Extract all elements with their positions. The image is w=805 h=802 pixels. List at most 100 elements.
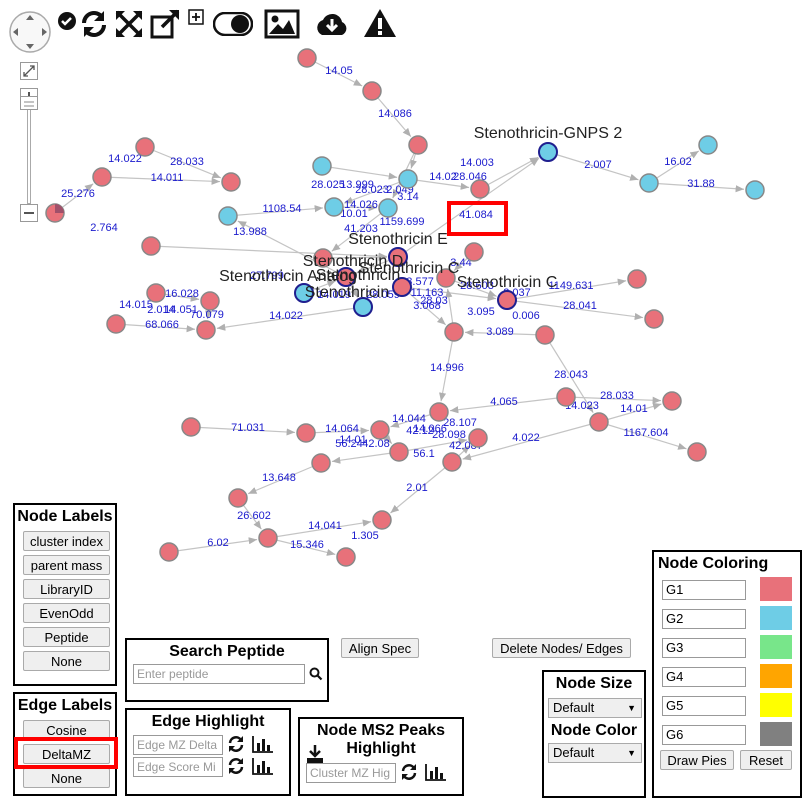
- graph-edge[interactable]: [267, 537, 336, 556]
- graph-node[interactable]: [221, 172, 241, 192]
- graph-node[interactable]: [313, 248, 333, 268]
- ms2-chart-icon[interactable]: [425, 763, 447, 781]
- node-label-parent-mass-button[interactable]: parent mass: [23, 555, 110, 575]
- graph-node[interactable]: [296, 423, 316, 443]
- graph-node[interactable]: [311, 453, 331, 473]
- group-g3-input[interactable]: G3: [662, 638, 746, 658]
- library-node[interactable]: [294, 283, 314, 303]
- node-label-libraryid-button[interactable]: LibraryID: [23, 579, 110, 599]
- align-spec-button[interactable]: Align Spec: [341, 638, 419, 658]
- graph-edge[interactable]: [321, 165, 398, 180]
- graph-edge[interactable]: [144, 146, 222, 179]
- graph-node[interactable]: [662, 391, 682, 411]
- graph-edge[interactable]: [331, 207, 389, 252]
- graph-edge[interactable]: [598, 421, 687, 450]
- graph-node[interactable]: [468, 428, 488, 448]
- graph-edge[interactable]: [547, 151, 639, 181]
- graph-node[interactable]: [218, 206, 238, 226]
- graph-edge[interactable]: [506, 278, 627, 301]
- graph-node[interactable]: [258, 528, 278, 548]
- graph-edge[interactable]: [565, 396, 662, 404]
- graph-edge[interactable]: [344, 178, 409, 204]
- graph-edge[interactable]: [598, 402, 662, 423]
- graph-node[interactable]: [464, 242, 484, 262]
- graph-node[interactable]: [336, 547, 356, 567]
- delete-nodes-edges-button[interactable]: Delete Nodes/ Edges: [492, 638, 631, 658]
- toggle-icon[interactable]: [212, 11, 254, 37]
- graph-edge[interactable]: [168, 537, 258, 553]
- edge-score-min-input[interactable]: Edge Score Mi: [133, 757, 223, 777]
- draw-pies-button[interactable]: Draw Pies: [660, 750, 734, 770]
- graph-node[interactable]: [429, 402, 449, 422]
- graph-node[interactable]: [159, 542, 179, 562]
- graph-edge[interactable]: [462, 421, 600, 461]
- ms2-refresh-icon[interactable]: [400, 763, 418, 781]
- graph-edge[interactable]: [407, 178, 470, 190]
- download-icon[interactable]: [306, 744, 324, 764]
- graph-node[interactable]: [312, 156, 332, 176]
- group-g6-input[interactable]: G6: [662, 725, 746, 745]
- graph-edge[interactable]: [115, 323, 196, 333]
- graph-node[interactable]: [444, 322, 464, 342]
- graph-edge[interactable]: [331, 451, 400, 464]
- graph-node[interactable]: [470, 179, 490, 199]
- graph-node[interactable]: [627, 269, 647, 289]
- graph-edge[interactable]: [227, 205, 324, 217]
- graph-node[interactable]: [644, 309, 664, 329]
- node-color-select[interactable]: Default ▼: [548, 743, 642, 763]
- graph-node[interactable]: [362, 81, 382, 101]
- graph-edge[interactable]: [648, 150, 700, 184]
- graph-edge[interactable]: [190, 426, 296, 436]
- graph-edge[interactable]: [305, 427, 370, 435]
- graph-node[interactable]: [370, 420, 390, 440]
- library-node[interactable]: [336, 267, 356, 287]
- edge-score-chart-icon[interactable]: [252, 757, 274, 775]
- node-label-evenodd-button[interactable]: EvenOdd: [23, 603, 110, 623]
- peptide-search-input[interactable]: Enter peptide: [133, 664, 305, 684]
- group-g6-color[interactable]: [760, 722, 792, 746]
- group-g1-color[interactable]: [760, 577, 792, 601]
- edge-label-deltamz-button[interactable]: DeltaMZ: [23, 744, 110, 764]
- graph-edge[interactable]: [267, 519, 372, 539]
- graph-node[interactable]: [228, 488, 248, 508]
- graph-node[interactable]: [141, 236, 161, 256]
- graph-node[interactable]: [745, 180, 765, 200]
- refresh-icon[interactable]: [79, 9, 109, 39]
- graph-node[interactable]: [408, 135, 428, 155]
- graph-edge[interactable]: [322, 253, 388, 261]
- group-g5-color[interactable]: [760, 693, 792, 717]
- graph-node[interactable]: [135, 137, 155, 157]
- fit-view-icon[interactable]: [20, 62, 38, 80]
- graph-node[interactable]: [436, 268, 456, 288]
- check-icon[interactable]: [57, 11, 77, 31]
- graph-edge[interactable]: [306, 57, 363, 87]
- graph-node[interactable]: [639, 173, 659, 193]
- graph-edge[interactable]: [439, 331, 455, 402]
- graph-node[interactable]: [378, 198, 398, 218]
- graph-edge[interactable]: [397, 157, 540, 258]
- expand-icon[interactable]: [114, 9, 144, 39]
- node-label-none-button[interactable]: None: [23, 651, 110, 671]
- image-icon[interactable]: [264, 9, 300, 39]
- graph-edge[interactable]: [506, 299, 644, 321]
- graph-node[interactable]: [398, 169, 418, 189]
- graph-node[interactable]: [324, 197, 344, 217]
- node-size-select[interactable]: Default ▼: [548, 698, 642, 718]
- group-g5-input[interactable]: G5: [662, 696, 746, 716]
- cluster-mz-highlight-input[interactable]: Cluster MZ Hig: [306, 763, 396, 783]
- cloud-download-icon[interactable]: [313, 9, 351, 39]
- zoom-out-icon[interactable]: [20, 204, 38, 222]
- graph-node[interactable]: [698, 135, 718, 155]
- warning-icon[interactable]: [363, 7, 397, 39]
- graph-edge[interactable]: [390, 461, 453, 514]
- edge-mz-delta-input[interactable]: Edge MZ Delta: [133, 735, 223, 755]
- add-icon[interactable]: [188, 9, 204, 25]
- graph-edge[interactable]: [449, 396, 567, 414]
- reset-button[interactable]: Reset: [740, 750, 792, 770]
- edge-mz-chart-icon[interactable]: [252, 735, 274, 753]
- graph-node[interactable]: [297, 48, 317, 68]
- graph-node[interactable]: [181, 417, 201, 437]
- group-g4-color[interactable]: [760, 664, 792, 688]
- graph-nodes[interactable]: [45, 48, 765, 567]
- graph-edge[interactable]: [371, 90, 412, 138]
